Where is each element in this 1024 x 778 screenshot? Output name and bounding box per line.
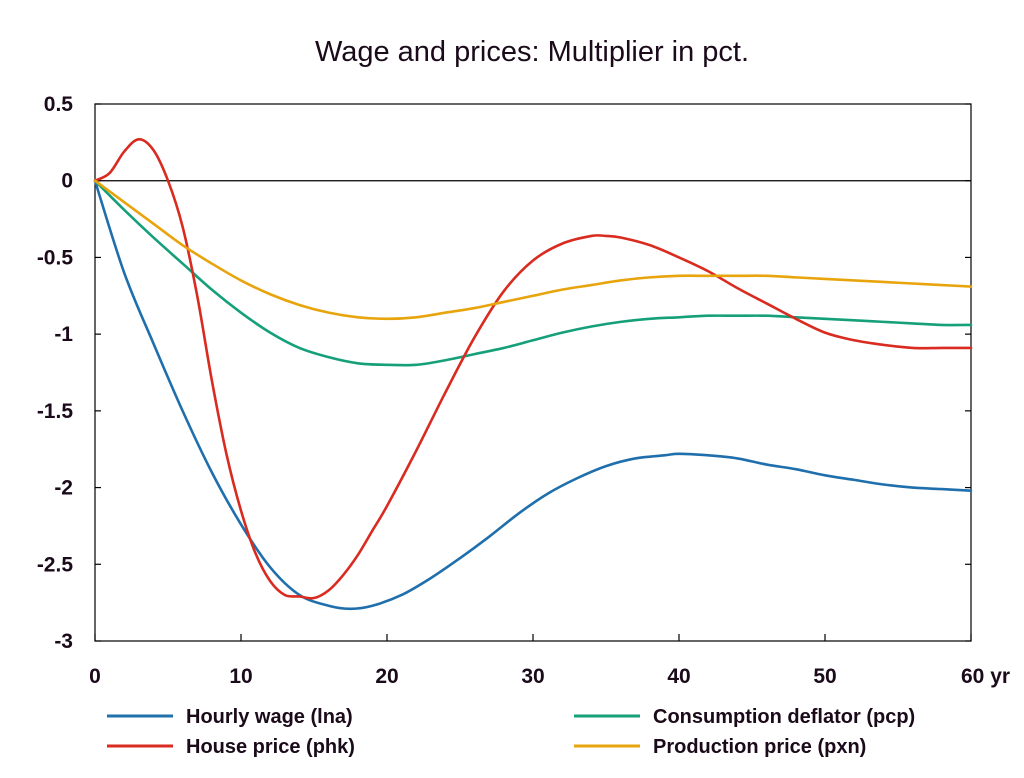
x-tick-label: 40 [667,665,690,688]
x-tick-label: 0 [89,665,101,688]
x-tick-label: 10 [229,665,252,688]
series-line-house-price [93,137,973,600]
y-tick-label: -3 [54,630,73,653]
y-tick-label: -1 [54,323,73,346]
series-line-production-price [93,179,973,321]
legend-label-consumption-deflator: Consumption deflator (pcp) [653,706,915,728]
chart-title: Wage and prices: Multiplier in pct. [315,36,749,68]
x-axis-ticks: 0 10 20 30 40 50 60 yr [89,634,1010,688]
y-tick-label: -1.5 [37,400,74,423]
legend-label-production-price: Production price (pxn) [653,736,866,758]
series-layer [93,137,973,611]
series-line-hourly-wage [93,179,973,611]
y-tick-label: -2.5 [37,553,74,576]
plot-area-border [94,103,972,642]
y-tick-label: 0.5 [44,93,74,116]
x-tick-label: 30 [521,665,544,688]
x-tick-label: 60 yr [961,665,1010,688]
legend-label-hourly-wage: Hourly wage (lna) [186,706,353,728]
y-tick-label: 0 [61,170,73,193]
x-tick-label: 50 [813,665,836,688]
plot-frame [94,103,972,642]
legend-label-house-price: House price (phk) [186,736,355,758]
y-tick-label: -2 [54,477,73,500]
y-axis-ticks: 0.5 0 -0.5 -1 -1.5 -2 -2.5 -3 [37,93,971,653]
legend: Hourly wage (lna) Consumption deflator (p… [107,706,915,758]
series-line-consumption-deflator [93,179,973,367]
y-tick-label: -0.5 [37,246,74,269]
x-tick-label: 20 [375,665,398,688]
